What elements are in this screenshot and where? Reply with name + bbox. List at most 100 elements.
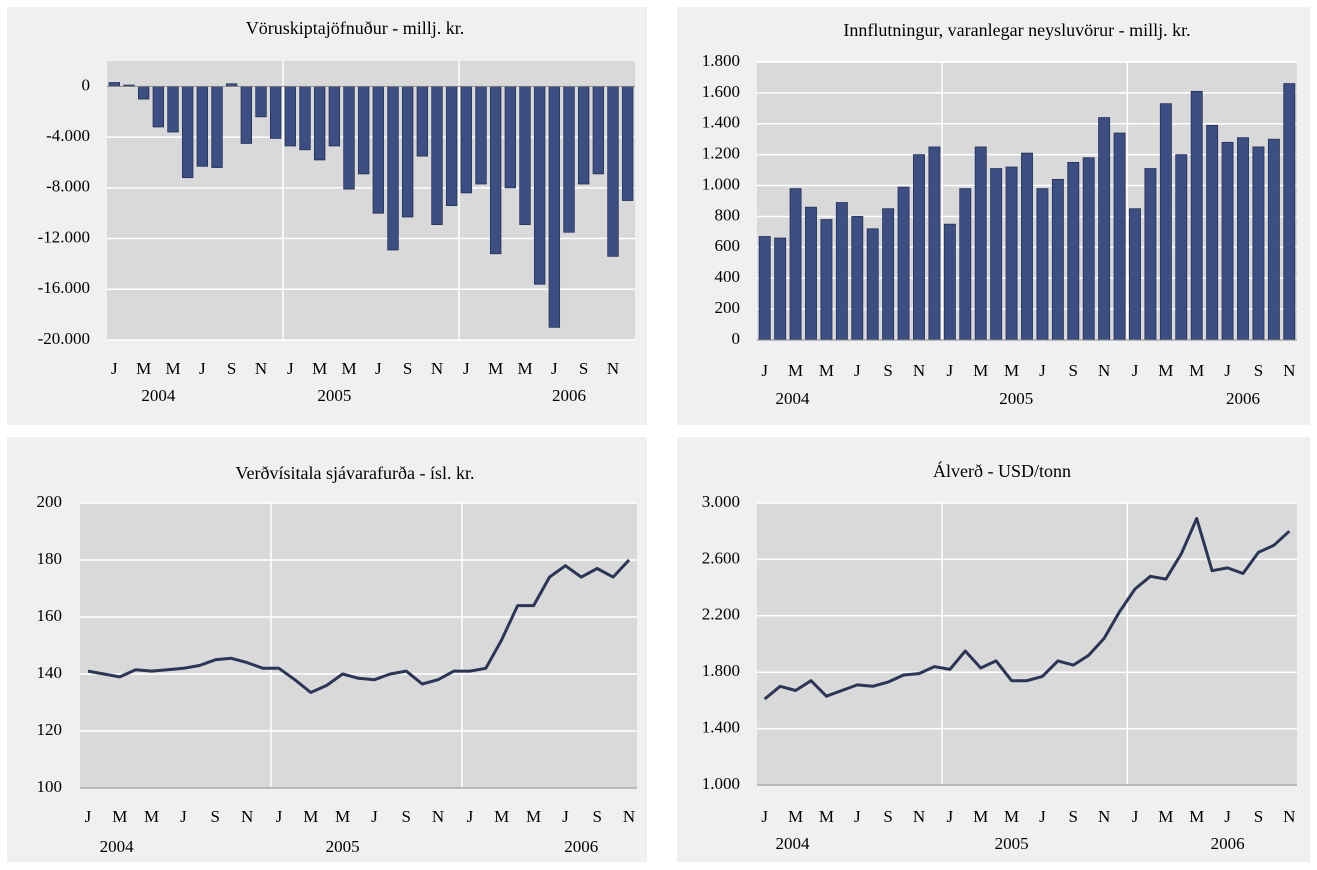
x-tick-label: N [431,359,443,378]
y-tick-label: 0 [732,329,741,348]
y-tick-label: 160 [37,606,63,625]
x-tick-label: M [819,807,834,826]
x-tick-label: J [947,361,954,380]
bar [137,85,150,100]
x-tick-label: J [854,807,861,826]
bar [1144,168,1157,341]
year-label: 2004 [141,386,176,405]
bar [882,208,895,341]
bar [897,186,910,341]
bar [504,85,517,189]
x-tick-label: S [1254,807,1263,826]
year-label: 2004 [775,834,810,853]
year-label: 2005 [995,834,1029,853]
bar [577,85,590,185]
x-tick-label: J [1039,361,1046,380]
bar [1252,146,1265,341]
x-tick-label: M [335,807,350,826]
x-tick-label: M [973,361,988,380]
bar [196,85,209,167]
y-tick-label: 1.000 [702,774,740,793]
bar [621,85,634,201]
x-tick-label: M [1004,807,1019,826]
x-tick-label: J [85,807,92,826]
bar [805,206,817,341]
year-label: 2004 [775,389,810,408]
bar [357,85,370,175]
bar [401,85,414,218]
x-tick-label: S [1069,361,1078,380]
bar [284,85,297,147]
x-tick-label: J [111,359,118,378]
bar [789,188,802,341]
bar [820,219,833,341]
x-tick-label: J [463,359,470,378]
y-tick-label: 1.800 [702,51,740,70]
y-tick-label: 3.000 [702,492,740,511]
x-tick-label: N [1283,807,1295,826]
bar [431,85,443,225]
bar [1082,157,1095,341]
year-label: 2004 [100,837,135,856]
bar [866,228,879,341]
bar [475,85,487,185]
y-tick-label: 1.200 [702,144,740,163]
x-tick-label: M [1004,361,1019,380]
bar [211,85,223,168]
x-tick-label: M [341,359,356,378]
x-tick-label: J [562,807,569,826]
x-tick-label: M [973,807,988,826]
x-tick-label: S [1069,807,1078,826]
bar [533,85,546,285]
y-tick-label: -16.000 [38,278,90,297]
bar [835,202,848,341]
y-tick-label: 1.400 [702,718,740,737]
year-label: 2005 [999,389,1033,408]
bar [445,85,458,206]
y-tick-label: 2.600 [702,548,740,567]
bar [255,85,267,118]
y-tick-label: 140 [37,663,63,682]
bar [372,85,385,214]
x-tick-label: M [1158,807,1173,826]
x-tick-label: S [579,359,588,378]
y-tick-label: -20.000 [38,329,90,348]
x-tick-label: J [180,807,187,826]
x-tick-label: J [551,359,558,378]
x-tick-label: M [144,807,159,826]
bar [1098,117,1111,341]
bar [1175,154,1188,341]
bar [152,85,165,128]
y-tick-label: 2.200 [702,605,740,624]
x-tick-label: N [623,807,635,826]
x-tick-label: M [1158,361,1173,380]
bar [774,237,787,341]
bar [913,154,925,341]
y-tick-label: 1.800 [702,661,740,680]
x-tick-label: M [517,359,532,378]
bar [1206,124,1219,341]
bar [328,85,341,147]
bar [1067,161,1080,341]
bar [181,85,194,179]
bar [1036,188,1049,341]
y-tick-label: 800 [715,205,741,224]
bar [851,216,864,341]
chart-title: Verðvísitala sjávarafurða - ísl. kr. [236,463,475,483]
x-tick-label: N [1098,807,1110,826]
x-tick-label: J [761,807,768,826]
x-tick-label: M [112,807,127,826]
bar [548,85,561,328]
x-tick-label: J [1132,807,1139,826]
x-tick-label: N [255,359,267,378]
x-tick-label: M [165,359,180,378]
x-tick-label: M [788,361,803,380]
y-tick-label: -8.000 [46,177,90,196]
bar [299,85,311,151]
year-label: 2006 [1211,834,1245,853]
year-label: 2006 [552,386,586,405]
y-tick-label: 1.000 [702,174,740,193]
bar [1113,132,1126,341]
y-tick-label: 200 [37,492,63,511]
